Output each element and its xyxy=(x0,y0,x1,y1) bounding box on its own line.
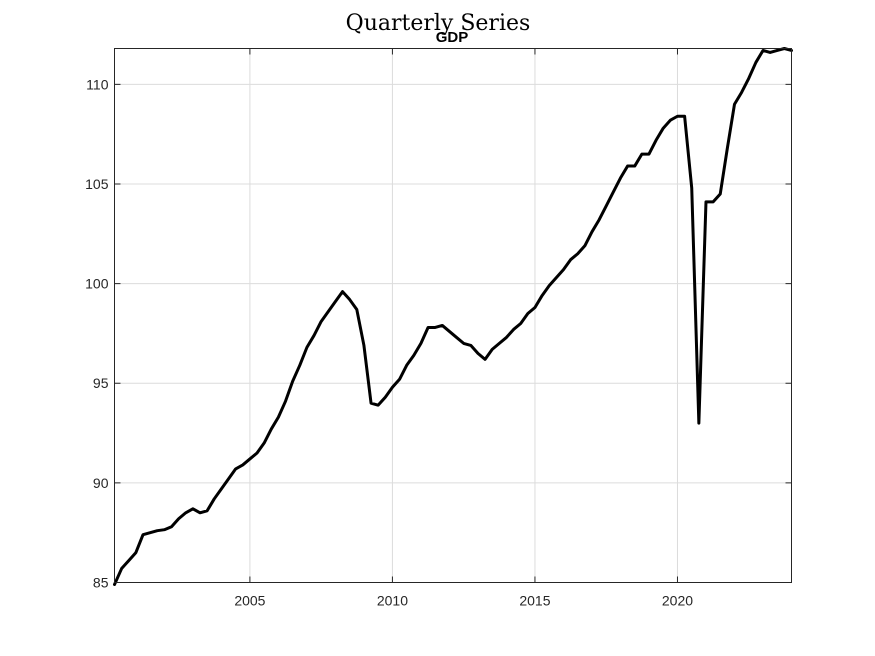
series-layer xyxy=(113,47,793,586)
x-tick-label: 2020 xyxy=(662,593,693,609)
axes-area xyxy=(114,48,792,583)
y-tick-label: 90 xyxy=(93,475,109,491)
y-tick-label: 95 xyxy=(93,375,109,391)
axes-frame xyxy=(114,48,792,583)
y-tick-label: 110 xyxy=(86,76,109,92)
x-tick-label: 2015 xyxy=(519,593,550,609)
y-tick-label: 100 xyxy=(85,276,109,292)
y-tick-label: 85 xyxy=(93,575,109,591)
figure-suptitle: Quarterly Series xyxy=(346,11,531,36)
x-tick-label: 2010 xyxy=(377,593,408,609)
chart-title: GDP xyxy=(436,29,469,46)
x-tick-label: 2005 xyxy=(234,593,265,609)
axis-ticks: 2005 2010 2015 2020 85 90 95 100 105 110 xyxy=(85,48,792,609)
y-tick-label: 105 xyxy=(85,176,109,192)
gdp-series-line xyxy=(113,47,793,586)
